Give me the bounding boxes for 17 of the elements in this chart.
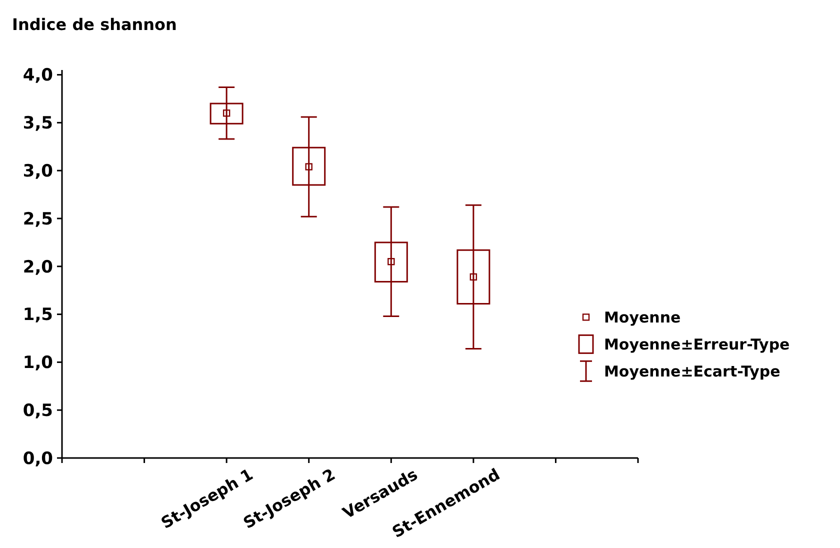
point xyxy=(470,273,478,281)
text: Moyenne±Ecart-Type xyxy=(604,362,780,380)
point xyxy=(222,110,230,117)
y-tick-label: 0,5 xyxy=(22,401,53,422)
y-tick-label: 1,0 xyxy=(22,353,54,374)
legend-label: Moyenne xyxy=(604,308,681,326)
point xyxy=(305,163,312,170)
y-tick-label: 1,5 xyxy=(22,305,53,326)
point xyxy=(388,258,395,266)
legend-label: Moyenne±Erreur-Type xyxy=(604,335,790,354)
y-tick-label: 4,0 xyxy=(22,66,54,86)
y-axis-title: Indice de shannon xyxy=(12,15,177,34)
y-tick-label: 3,0 xyxy=(22,162,54,182)
y-tick-label: 0,0 xyxy=(22,448,54,469)
y-tick-label: 3,5 xyxy=(22,114,53,134)
y-tick-label: 2,5 xyxy=(22,209,53,230)
y-tick-label: 2,0 xyxy=(22,257,54,278)
